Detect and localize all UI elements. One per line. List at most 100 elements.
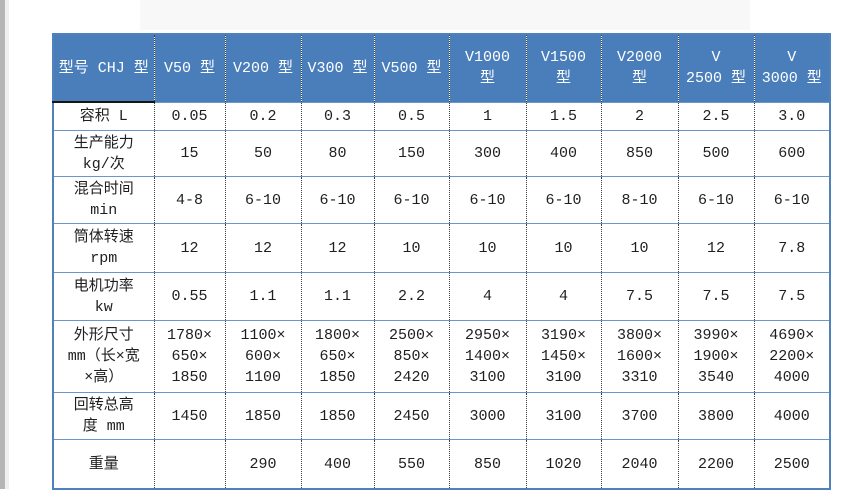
value-cell: 0.2 xyxy=(224,101,301,131)
header-cell: V50 型 xyxy=(153,34,225,102)
value-cell: 2500× 850× 2420 xyxy=(373,320,449,393)
top-highlight-band xyxy=(140,0,750,30)
table-row: 回转总高 度 mm 1450 1850 1850 2450 3000 3100 3700 380… xyxy=(53,392,830,440)
header-cell: V1500 型 xyxy=(525,34,601,102)
value-cell: 1.1 xyxy=(224,272,301,321)
value-cell: 3190× 1450× 3100 xyxy=(525,320,601,393)
value-cell: 2950× 1400× 3100 xyxy=(448,320,526,393)
value-cell: 3800 xyxy=(677,392,754,440)
table-row: 电机功率 kw 0.55 1.1 1.1 2.2 4 4 7.5 7.5 7.5 xyxy=(53,272,830,321)
row-label: 生产能力 kg/次 xyxy=(53,130,154,177)
value-cell: 6-10 xyxy=(300,176,374,224)
value-cell: 80 xyxy=(300,130,374,177)
value-cell: 10 xyxy=(373,223,449,273)
header-cell: V1000 型 xyxy=(448,34,526,102)
value-cell: 3700 xyxy=(600,392,678,440)
table-row: 重量 290 400 550 850 1020 2040 2200 2500 xyxy=(53,439,830,489)
row-label: 筒体转速 rpm xyxy=(53,223,154,273)
value-cell: 7.5 xyxy=(677,272,754,321)
value-cell: 7.5 xyxy=(600,272,678,321)
value-cell: 7.8 xyxy=(753,223,830,273)
value-cell: 1850 xyxy=(224,392,301,440)
value-cell: 6-10 xyxy=(373,176,449,224)
value-cell: 850 xyxy=(448,439,526,489)
value-cell: 2.5 xyxy=(677,101,754,131)
value-cell: 3990× 1900× 3540 xyxy=(677,320,754,393)
spec-table: 型号 CHJ 型 V50 型 V200 型 V300 型 V500 型 V1000 型 V1… xyxy=(52,33,831,490)
header-cell: V300 型 xyxy=(300,34,374,102)
value-cell: 3800× 1600× 3310 xyxy=(600,320,678,393)
row-label: 外形尺寸 mm（长×宽 ×高） xyxy=(53,320,154,393)
header-cell: V200 型 xyxy=(224,34,301,102)
value-cell: 4000 xyxy=(753,392,830,440)
value-cell: 4 xyxy=(448,272,526,321)
value-cell: 1100× 600× 1100 xyxy=(224,320,301,393)
value-cell: 0.3 xyxy=(300,101,374,131)
table-body: 容积 L 0.05 0.2 0.3 0.5 1 1.5 2 2.5 3.0 生产能力 kg/次 15 5… xyxy=(53,101,830,489)
value-cell: 3000 xyxy=(448,392,526,440)
table-row: 生产能力 kg/次 15 50 80 150 300 400 850 500 600 xyxy=(53,130,830,177)
value-cell: 50 xyxy=(224,130,301,177)
row-label: 电机功率 kw xyxy=(53,272,154,321)
value-cell: 0.05 xyxy=(153,101,225,131)
value-cell: 2200 xyxy=(677,439,754,489)
header-row: 型号 CHJ 型 V50 型 V200 型 V300 型 V500 型 V1000 型 V1… xyxy=(53,34,830,102)
value-cell: 2040 xyxy=(600,439,678,489)
left-edge-strip xyxy=(0,0,9,489)
value-cell: 12 xyxy=(224,223,301,273)
header-cell: V 2500 型 xyxy=(677,34,754,102)
value-cell: 1 xyxy=(448,101,526,131)
value-cell: 6-10 xyxy=(753,176,830,224)
value-cell: 1850 xyxy=(300,392,374,440)
value-cell: 12 xyxy=(300,223,374,273)
value-cell: 550 xyxy=(373,439,449,489)
row-label: 回转总高 度 mm xyxy=(53,392,154,440)
value-cell: 7.5 xyxy=(753,272,830,321)
value-cell: 300 xyxy=(448,130,526,177)
value-cell xyxy=(153,439,225,489)
value-cell: 15 xyxy=(153,130,225,177)
value-cell: 6-10 xyxy=(525,176,601,224)
header-cell: V2000 型 xyxy=(600,34,678,102)
value-cell: 6-10 xyxy=(448,176,526,224)
row-label: 重量 xyxy=(53,439,154,489)
header-cell: V 3000 型 xyxy=(753,34,830,102)
value-cell: 4690× 2200× 4000 xyxy=(753,320,830,393)
value-cell: 2500 xyxy=(753,439,830,489)
value-cell: 0.5 xyxy=(373,101,449,131)
row-label: 混合时间 min xyxy=(53,176,154,224)
value-cell: 3100 xyxy=(525,392,601,440)
value-cell: 2 xyxy=(600,101,678,131)
value-cell: 10 xyxy=(600,223,678,273)
value-cell: 6-10 xyxy=(224,176,301,224)
table-row: 混合时间 min 4-8 6-10 6-10 6-10 6-10 6-10 8-10 6-10 6… xyxy=(53,176,830,224)
value-cell: 2450 xyxy=(373,392,449,440)
value-cell: 6-10 xyxy=(677,176,754,224)
row-label: 容积 L xyxy=(53,101,154,131)
value-cell: 1450 xyxy=(153,392,225,440)
value-cell: 600 xyxy=(753,130,830,177)
value-cell: 2.2 xyxy=(373,272,449,321)
value-cell: 12 xyxy=(677,223,754,273)
value-cell: 1020 xyxy=(525,439,601,489)
value-cell: 500 xyxy=(677,130,754,177)
header-cell: V500 型 xyxy=(373,34,449,102)
table-row: 筒体转速 rpm 12 12 12 10 10 10 10 12 7.8 xyxy=(53,223,830,273)
value-cell: 1.1 xyxy=(300,272,374,321)
value-cell: 0.55 xyxy=(153,272,225,321)
value-cell: 12 xyxy=(153,223,225,273)
value-cell: 8-10 xyxy=(600,176,678,224)
value-cell: 400 xyxy=(525,130,601,177)
table-row: 外形尺寸 mm（长×宽 ×高） 1780× 650× 1850 1100× 600×… xyxy=(53,320,830,393)
value-cell: 400 xyxy=(300,439,374,489)
value-cell: 4-8 xyxy=(153,176,225,224)
table-row: 容积 L 0.05 0.2 0.3 0.5 1 1.5 2 2.5 3.0 xyxy=(53,101,830,131)
value-cell: 1780× 650× 1850 xyxy=(153,320,225,393)
value-cell: 150 xyxy=(373,130,449,177)
header-cell-model: 型号 CHJ 型 xyxy=(53,34,154,102)
value-cell: 290 xyxy=(224,439,301,489)
value-cell: 850 xyxy=(600,130,678,177)
value-cell: 10 xyxy=(525,223,601,273)
value-cell: 10 xyxy=(448,223,526,273)
value-cell: 1800× 650× 1850 xyxy=(300,320,374,393)
